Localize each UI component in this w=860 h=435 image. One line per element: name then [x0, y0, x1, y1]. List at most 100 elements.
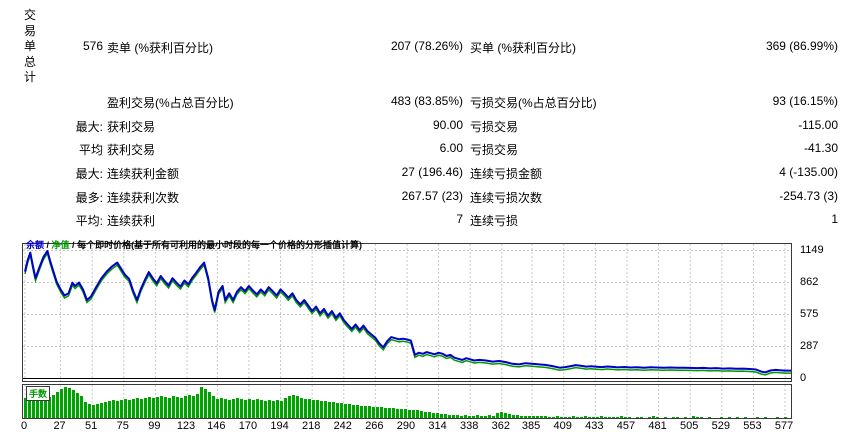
lot-bar: [364, 406, 367, 418]
lot-bar: [288, 396, 291, 418]
lot-bar: [308, 399, 311, 418]
lot-bar: [104, 402, 107, 418]
lot-bar: [420, 411, 423, 418]
lot-bar: [524, 416, 527, 418]
lot-bar: [764, 417, 767, 418]
lot-bar: [472, 416, 475, 418]
lot-bar: [112, 400, 115, 418]
y-axis-tick-label: 287: [800, 340, 819, 353]
lot-bar: [396, 409, 399, 418]
lot-bar: [168, 398, 171, 418]
lot-bar: [408, 410, 411, 418]
lot-bar: [572, 416, 575, 418]
lot-bar: [120, 400, 123, 418]
legend-description: 每个即时价格(基于所有可利用的最小时段的每一个价格的分形插值计算): [77, 240, 363, 250]
table-cell: 4 (-135.00): [779, 165, 838, 179]
table-cell: 576: [82, 39, 103, 53]
lot-bar: [100, 403, 103, 418]
lot-bar: [456, 415, 459, 418]
table-cell: 平均: [78, 143, 103, 157]
lot-bar: [508, 414, 511, 418]
lot-bar: [556, 416, 559, 418]
lot-bar: [84, 402, 87, 418]
lot-bar: [720, 417, 723, 418]
lot-bar: [412, 410, 415, 418]
lot-bar: [384, 408, 387, 418]
legend-separator-1: /: [44, 240, 52, 250]
lots-label: 手数: [26, 386, 51, 401]
table-row: 最多: 连续获利次数 267.57 (23) 连续亏损次数 -254.73 (3): [0, 189, 860, 205]
lot-bar: [620, 416, 623, 418]
lot-bar: [516, 415, 519, 418]
lot-bar: [480, 416, 483, 418]
lot-bar: [596, 417, 599, 418]
lot-bar: [332, 402, 335, 418]
lot-bar: [580, 417, 583, 418]
lot-bar: [52, 395, 55, 418]
lot-bar: [28, 397, 31, 418]
lot-bar: [464, 415, 467, 418]
x-axis-tick-label: 577: [774, 420, 794, 432]
lot-bar: [108, 401, 111, 418]
table-cell: 7: [456, 212, 463, 226]
lot-bar: [744, 417, 747, 418]
lot-bar: [476, 415, 479, 418]
lot-bar: [116, 401, 119, 418]
lots-histogram-svg: [24, 385, 787, 418]
legend-separator-2: /: [69, 240, 78, 250]
lot-bar: [568, 417, 571, 418]
lot-bar: [144, 398, 147, 418]
table-cell: 连续获利次数: [107, 191, 180, 205]
x-axis-tick-label: 385: [521, 420, 541, 432]
lot-bar: [336, 403, 339, 418]
x-axis-tick-label: 529: [711, 420, 730, 432]
table-cell: 亏损交易: [470, 120, 519, 134]
lot-bar: [432, 413, 435, 418]
balance-line: [24, 249, 791, 374]
lot-bar: [756, 417, 759, 418]
lot-bar: [80, 396, 83, 418]
x-axis-tick-label: 170: [238, 420, 258, 432]
lot-bar: [392, 408, 395, 418]
lot-bar: [604, 417, 607, 418]
lot-bar: [232, 399, 235, 418]
lot-bar: [176, 397, 179, 418]
x-axis-tick-label: 338: [460, 420, 479, 432]
table-cell: 6.00: [439, 141, 463, 155]
lot-bar: [576, 417, 579, 418]
lot-bar: [252, 400, 255, 418]
lot-bar: [36, 396, 39, 418]
lot-bar: [416, 410, 419, 418]
lot-bar: [156, 397, 159, 418]
lot-bar: [664, 417, 667, 418]
lot-bar: [228, 400, 231, 418]
lot-bar: [152, 398, 155, 418]
table-cell: -254.73 (3): [779, 189, 838, 203]
lot-bar: [72, 390, 75, 418]
balance-chart-svg: [23, 244, 791, 381]
lot-bar: [320, 401, 323, 418]
x-axis-tick-label: 362: [491, 420, 510, 432]
table-row: 平均 获利交易 6.00 亏损交易 -41.30: [0, 141, 860, 157]
lot-bar: [544, 416, 547, 418]
x-axis-tick-label: 51: [85, 420, 98, 432]
lot-bar: [612, 417, 615, 418]
table-cell: 亏损交易: [470, 143, 519, 157]
lot-bar: [548, 417, 551, 418]
lot-bar: [124, 399, 127, 418]
table-row: 最大: 连续获利金额 27 (196.46) 连续亏损金额 4 (-135.00): [0, 165, 860, 181]
lot-bar: [180, 398, 183, 418]
x-axis-tick-label: 0: [20, 420, 28, 432]
lot-bar: [220, 398, 223, 418]
lot-bar: [76, 393, 79, 418]
x-axis-tick-label: 27: [53, 420, 66, 432]
x-axis-tick-label: 99: [148, 420, 161, 432]
lot-bar: [244, 400, 247, 418]
lot-bar: [292, 395, 295, 418]
table-title-vertical: 交易单总计: [24, 8, 37, 84]
lot-bar: [164, 397, 167, 418]
lot-bar: [468, 416, 471, 418]
lot-bar: [184, 396, 187, 418]
lot-bar: [564, 417, 567, 418]
lot-bar: [160, 396, 163, 418]
